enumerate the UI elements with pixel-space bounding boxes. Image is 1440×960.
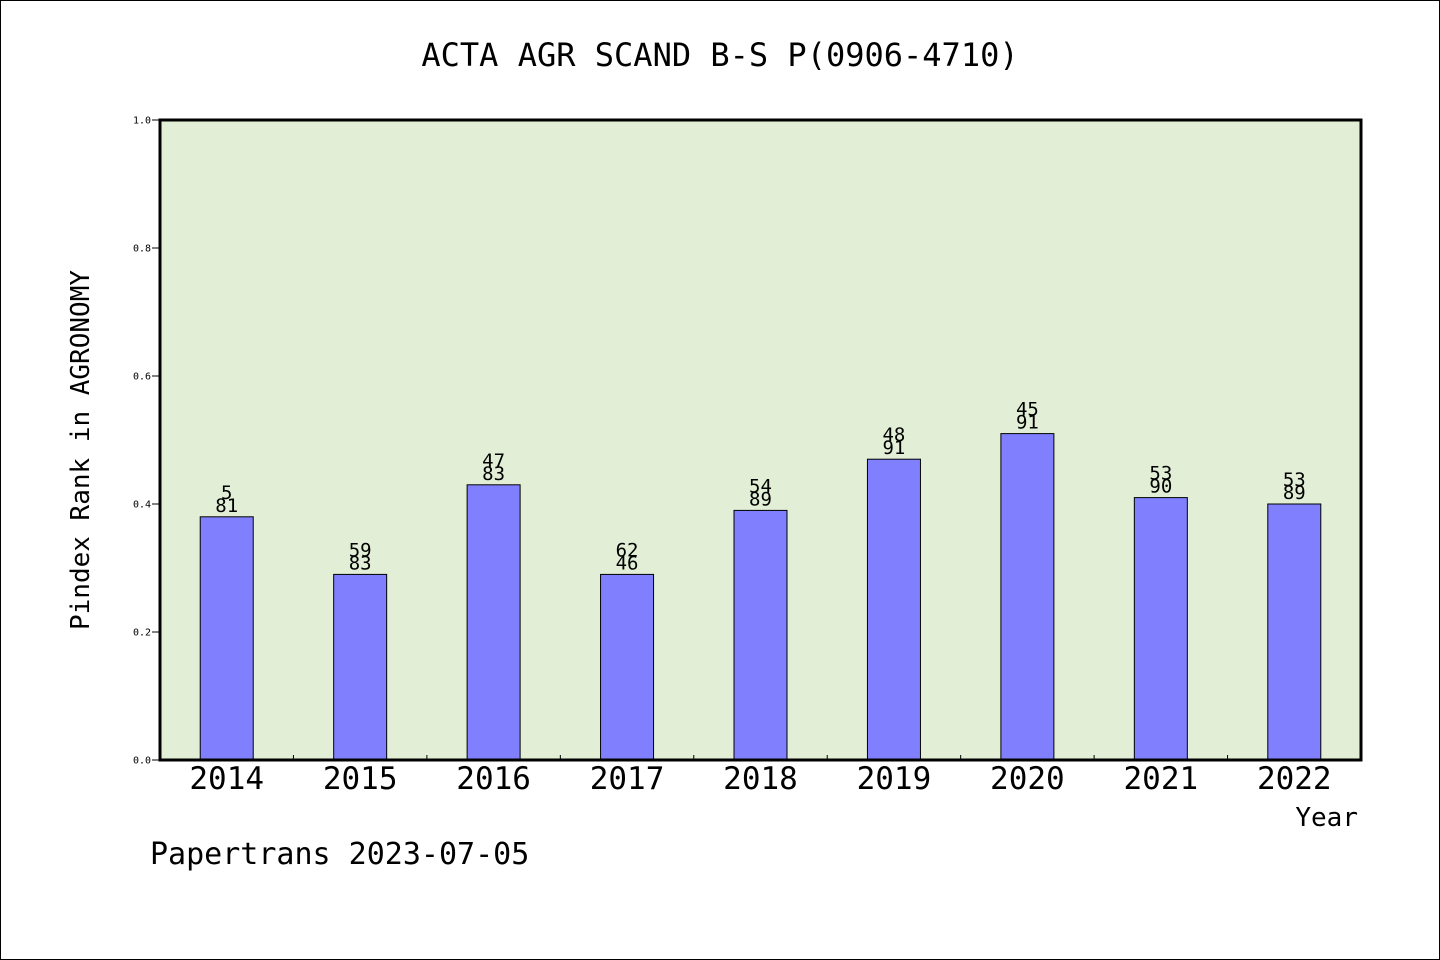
x-tick-label: 2022 bbox=[1257, 761, 1332, 797]
x-tick-label: 2017 bbox=[590, 761, 665, 797]
bar-label-top: 62 bbox=[616, 539, 639, 561]
bar-label-bottom: 83 bbox=[349, 552, 372, 574]
y-tick-label: 0.8 bbox=[133, 244, 151, 255]
bar-2022 bbox=[1267, 503, 1322, 761]
y-tick-label: 0.4 bbox=[133, 500, 151, 511]
bar-2021 bbox=[1133, 497, 1188, 761]
bar-2018 bbox=[733, 509, 788, 761]
bar-2015 bbox=[333, 573, 388, 761]
y-tick-label: 0.6 bbox=[133, 372, 151, 383]
bar-label-top: 5 bbox=[221, 482, 232, 504]
bar-label-bottom: 89 bbox=[749, 488, 772, 510]
footer-credit: Papertrans 2023-07-05 bbox=[150, 837, 529, 872]
y-tick-label: 0.0 bbox=[133, 756, 151, 767]
plot-border bbox=[158, 118, 1363, 762]
bar-label-bottom: 46 bbox=[616, 552, 639, 574]
x-tick-label: 2018 bbox=[723, 761, 798, 797]
bar-label-bottom: 83 bbox=[482, 463, 505, 485]
y-axis-label: Pindex Rank in AGRONOMY bbox=[66, 270, 96, 630]
x-tick-label: 2021 bbox=[1124, 761, 1199, 797]
x-tick-label: 2014 bbox=[189, 761, 264, 797]
x-tick-label: 2016 bbox=[456, 761, 531, 797]
bar-label-top: 48 bbox=[882, 424, 905, 446]
y-axis: 0.0 0.2 0.4 0.6 0.8 1.0 bbox=[133, 116, 160, 767]
bar-2017 bbox=[600, 573, 655, 761]
bar-label-bottom: 91 bbox=[882, 437, 905, 459]
bar-label-bottom: 89 bbox=[1283, 482, 1306, 504]
bar-label-top: 54 bbox=[749, 475, 772, 497]
bar-label-top: 47 bbox=[482, 450, 505, 472]
y-tick-label: 0.2 bbox=[133, 628, 151, 639]
chart-title: ACTA AGR SCAND B-S P(0906-4710) bbox=[421, 36, 1018, 74]
bar-2019 bbox=[866, 458, 921, 761]
bar-label-top: 53 bbox=[1149, 463, 1172, 485]
bars-group bbox=[199, 433, 1322, 761]
x-tick-label: 2015 bbox=[323, 761, 398, 797]
y-tick-label: 1.0 bbox=[133, 116, 151, 127]
bar-label-bottom: 90 bbox=[1149, 476, 1172, 498]
bar-label-top: 59 bbox=[349, 539, 372, 561]
bar-2016 bbox=[466, 484, 521, 761]
bar-label-bottom: 81 bbox=[215, 495, 238, 517]
bar-2014 bbox=[199, 516, 254, 761]
bar-2020 bbox=[1000, 433, 1055, 761]
bar-label-top: 53 bbox=[1283, 469, 1306, 491]
x-axis-label: Year bbox=[1295, 803, 1358, 833]
x-tick-label: 2020 bbox=[990, 761, 1065, 797]
x-axis: 2014 2015 2016 2017 2018 2019 2020 2021 2022 bbox=[189, 755, 1332, 797]
bar-label-bottom: 91 bbox=[1016, 412, 1039, 434]
bar-label-top: 45 bbox=[1016, 399, 1039, 421]
x-tick-label: 2019 bbox=[857, 761, 932, 797]
